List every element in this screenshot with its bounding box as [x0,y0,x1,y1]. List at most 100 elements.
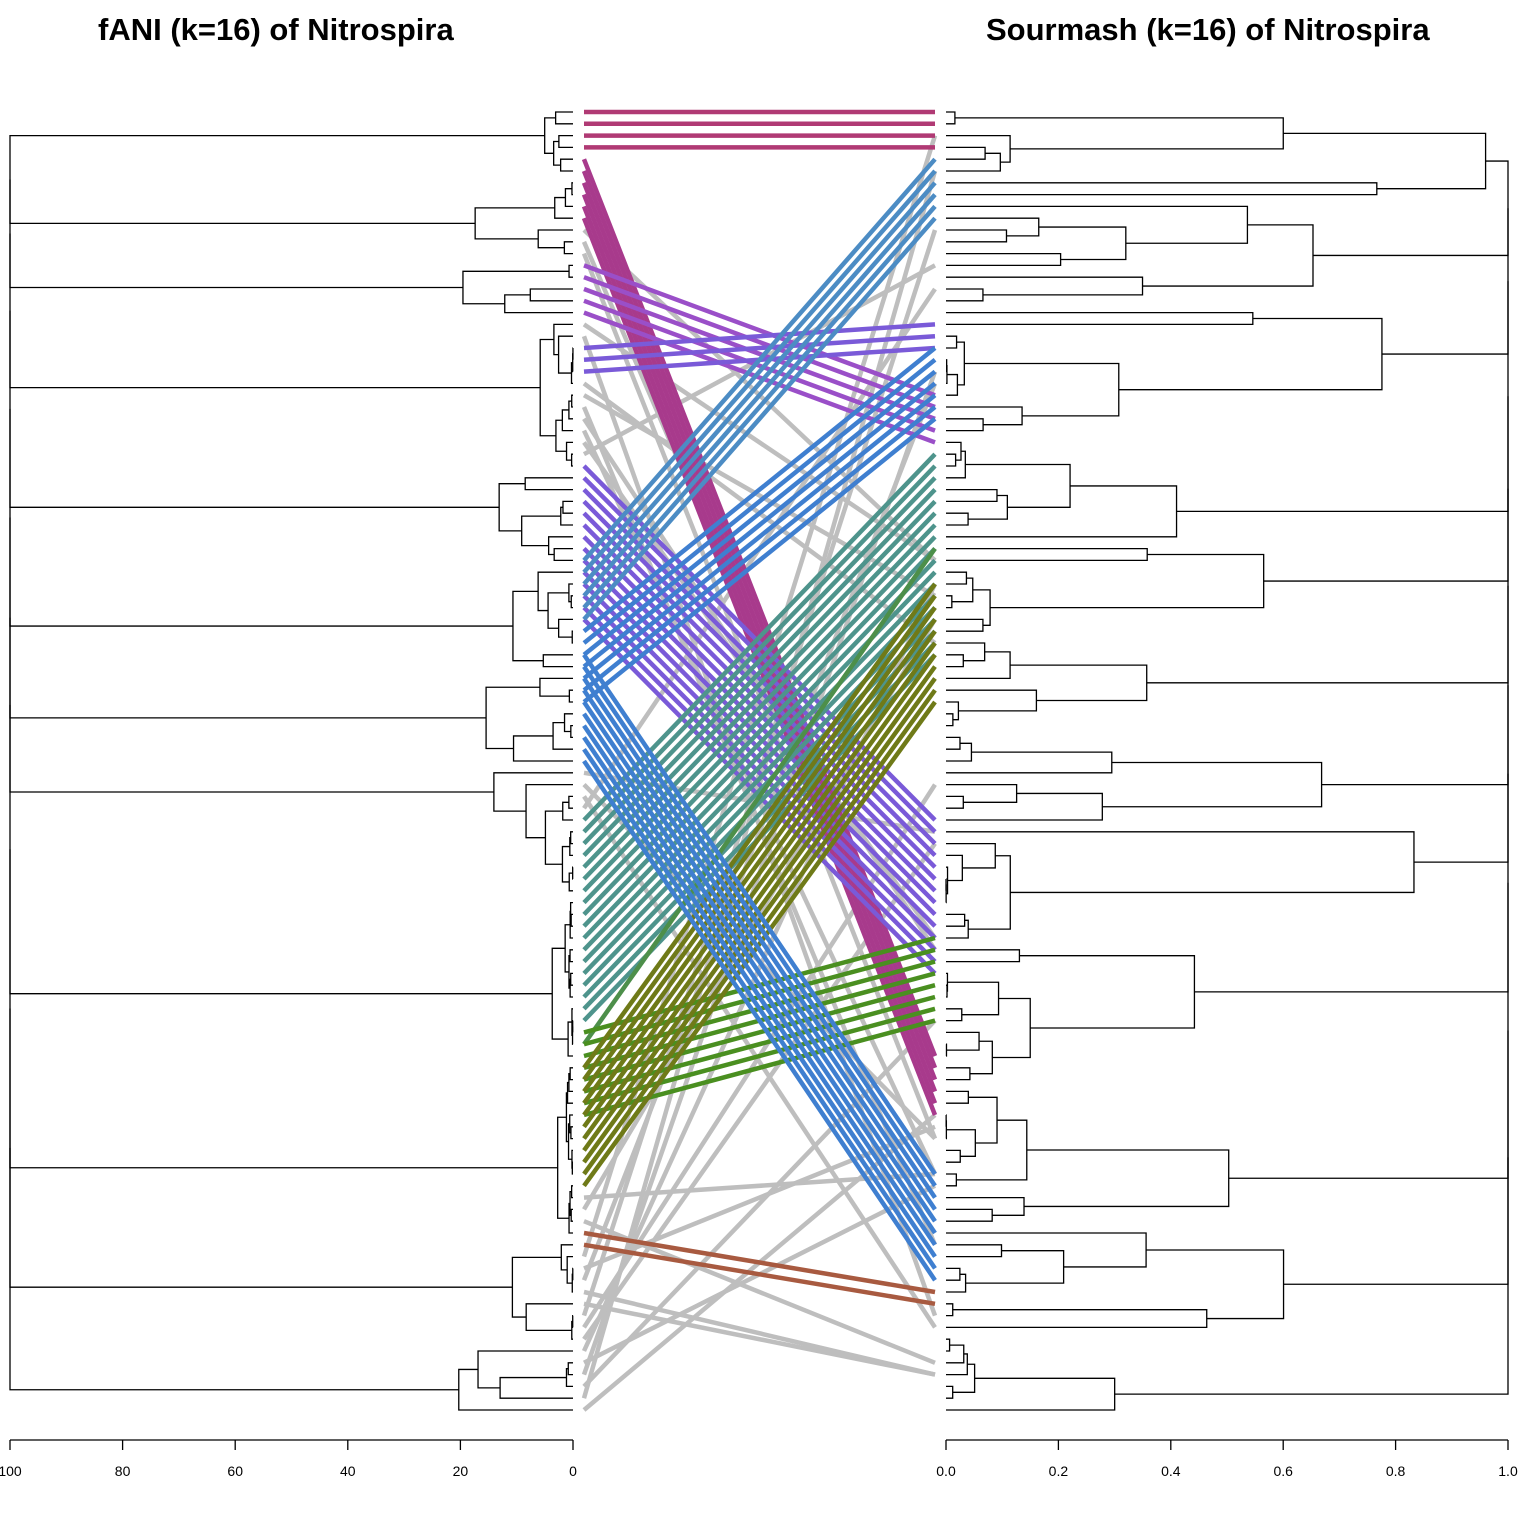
right-dendrogram-branch [946,442,961,460]
left-dendrogram-branch [571,726,573,738]
right-dendrogram-branch [946,230,1006,242]
right-dendrogram-branch [946,796,963,808]
left-dendrogram-branch [526,1304,573,1331]
right-dendrogram-branch [946,375,957,396]
right-dendrogram-branch [946,950,1019,962]
right-dendrogram-branch [946,643,985,661]
left-dendrogram-branch [545,811,562,864]
right-dendrogram-branch [946,147,985,159]
left-dendrogram-branch [570,838,573,856]
left-dendrogram-branch [572,395,573,407]
right-dendrogram-branch [946,1209,992,1221]
left-dendrogram-branch [570,1068,573,1080]
left-dendrogram-branch [562,410,573,431]
left-dendrogram-branch [525,478,573,490]
left-dendrogram-branch [572,1186,573,1198]
right-dendrogram-branch [946,407,1022,425]
left-dendrogram-branch [512,1257,561,1317]
right-dendrogram-branch [1039,227,1126,259]
right-dendrogram-branch [946,1386,953,1398]
left-dendrogram-branch [566,1369,573,1387]
left-dendrogram [10,112,573,1410]
left-dendrogram-branch [478,1351,573,1388]
left-dendrogram-branch [522,516,561,546]
left-dendrogram-branch [553,723,573,750]
right-dendrogram-branch [946,793,1102,820]
left-dendrogram-branch [10,705,552,994]
right-dendrogram-branch [946,743,971,761]
right-dendrogram-branch [946,596,952,608]
right-dendrogram-branch [946,785,1017,803]
right-dendrogram-branch [1146,1250,1283,1319]
left-axis-tick-label: 40 [340,1463,356,1479]
right-dendrogram-branch [946,486,1177,537]
left-axis-tick-label: 20 [453,1463,469,1479]
left-dendrogram-branch [571,914,573,926]
left-axis-tick-label: 100 [0,1463,22,1479]
right-dendrogram-branch [964,363,1118,415]
right-dendrogram-branch [966,1251,1064,1283]
left-dendrogram-branch [571,973,573,985]
left-dendrogram-branch [569,690,573,702]
left-dendrogram-branch [569,265,573,277]
left-dendrogram-branch [571,1209,573,1221]
right-axis-tick-label: 0.4 [1161,1463,1181,1479]
right-dendrogram-branch [1283,133,1485,188]
right-dendrogram-branch [946,289,983,301]
right-dendrogram-branch [946,454,956,466]
left-dendrogram-branch [10,234,540,388]
left-dendrogram-branch [549,537,573,555]
left-dendrogram-branch [10,179,463,287]
right-dendrogram-branch [953,1364,975,1392]
right-dendrogram-branch [946,690,1036,711]
right-dendrogram-branch [946,1345,964,1363]
left-dendrogram-branch [459,1369,573,1410]
left-dendrogram-branch [10,849,558,1167]
right-dendrogram-branch [946,1268,960,1280]
right-dendrogram-branch [946,206,1247,243]
left-dendrogram-branch [570,950,573,962]
right-dendrogram-branch [946,1009,962,1021]
right-dendrogram-branch [946,254,1061,266]
left-dendrogram-branch [10,1008,512,1287]
right-dendrogram-branch [946,1378,1115,1410]
right-dendrogram-branch [946,655,963,667]
right-dendrogram-branch [946,1339,950,1351]
right-axis-tick-label: 0.2 [1049,1463,1069,1479]
left-dendrogram-branch [10,618,494,792]
left-dendrogram-branch [10,1148,459,1390]
left-dendrogram-branch [564,242,573,254]
right-dendrogram-title: Sourmash (k=16) of Nitrospira [986,12,1430,48]
right-dendrogram-branch [1414,685,1508,862]
right-dendrogram-branch [946,832,1414,893]
right-dendrogram-branch [1147,489,1508,683]
right-dendrogram-branch [946,549,1147,561]
right-dendrogram-branch [952,578,973,602]
right-dendrogram-branch [968,1097,997,1143]
left-dendrogram-branch [572,183,573,195]
right-dendrogram-branch [1115,1157,1508,1394]
right-dendrogram-branch [990,555,1264,608]
left-dendrogram-branch [572,454,573,466]
left-dendrogram-branch [563,802,573,820]
right-dendrogram-branch [946,513,968,525]
right-dendrogram-branch [946,1091,968,1103]
right-dendrogram-branch [946,914,965,926]
right-dendrogram-branch [946,1233,1146,1267]
right-dendrogram-branch [946,1150,960,1162]
left-dendrogram-branch [572,631,573,643]
left-dendrogram-branch [559,619,573,637]
right-axis-tick-label: 0.8 [1386,1463,1406,1479]
left-dendrogram-branch [571,903,573,921]
left-axis-tick-label: 60 [227,1463,243,1479]
left-dendrogram-branch [568,1363,573,1375]
right-dendrogram-branch [946,277,1143,295]
left-dendrogram-branch [543,655,573,667]
right-dendrogram-branch [946,1310,1207,1328]
left-dendrogram-branch [514,736,573,761]
right-dendrogram-branch [1264,396,1508,581]
right-dendrogram-branch [1382,208,1508,354]
left-dendrogram-title: fANI (k=16) of Nitrospira [98,12,454,48]
right-dendrogram-branch [946,1032,979,1050]
